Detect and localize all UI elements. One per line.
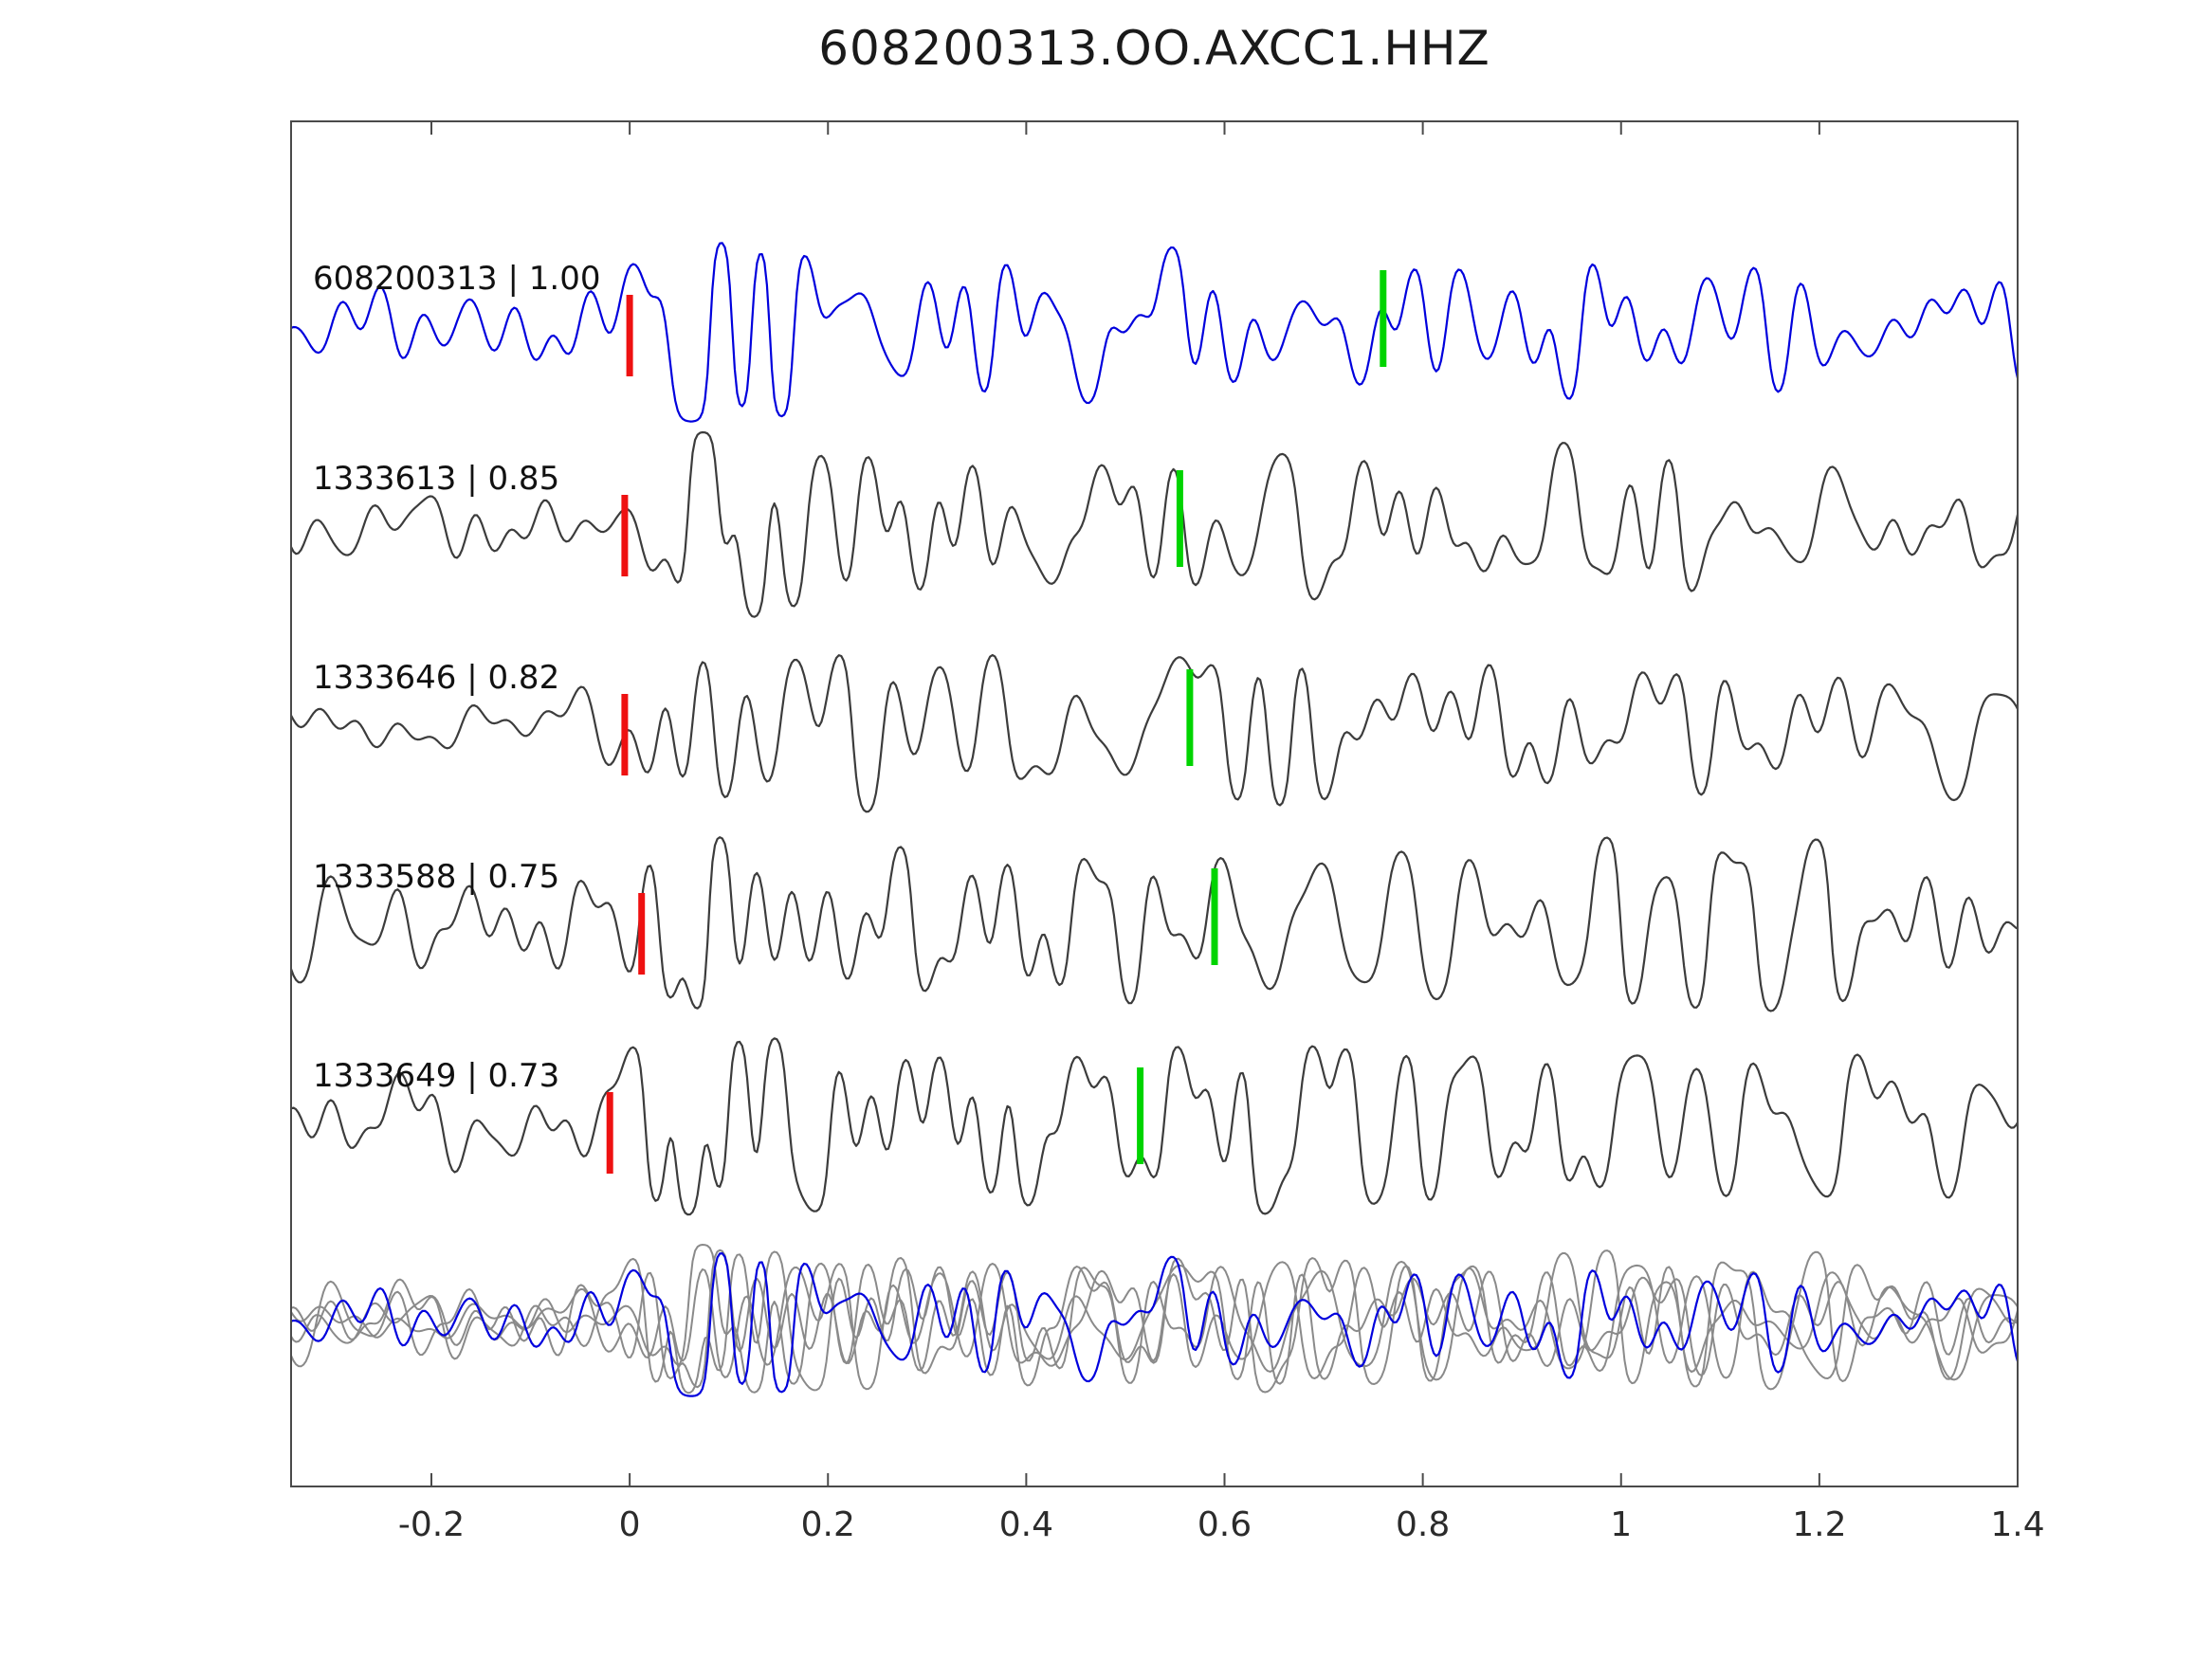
trace-label: 1333649 | 0.73: [313, 1057, 559, 1095]
green-pick-marker: [1137, 1067, 1144, 1164]
plot-border: [290, 120, 2019, 1487]
green-pick-marker: [1380, 270, 1387, 367]
overlay-reference-trace: [291, 1252, 2018, 1397]
waveform-trace: [291, 1037, 2018, 1216]
x-axis-tick-label: 0.6: [1197, 1505, 1252, 1544]
overlay-trace: [291, 1263, 2018, 1391]
overlay-trace: [291, 1250, 2018, 1395]
x-axis-tick-label: 0.4: [999, 1505, 1053, 1544]
waveform-trace: [291, 430, 2018, 618]
chart-title: 608200313.OO.AXCC1.HHZ: [818, 21, 1490, 76]
x-axis-tick-label: 0.2: [801, 1505, 855, 1544]
red-pick-marker: [638, 893, 646, 975]
green-pick-marker: [1186, 669, 1194, 766]
red-pick-marker: [621, 694, 629, 775]
x-axis-tick-label: 0.8: [1396, 1505, 1450, 1544]
x-axis-tick-label: -0.2: [398, 1505, 465, 1544]
waveform-trace: [291, 653, 2018, 813]
green-pick-marker: [1176, 470, 1183, 567]
green-pick-marker: [1211, 868, 1218, 965]
trace-label: 608200313 | 1.00: [313, 260, 600, 298]
red-pick-marker: [606, 1092, 613, 1174]
trace-label: 1333613 | 0.85: [313, 460, 559, 498]
waveform-trace: [291, 242, 2018, 423]
x-axis-tick-label: 1.4: [1990, 1505, 2044, 1544]
red-pick-marker: [621, 495, 629, 576]
x-axis-tick-label: 0: [619, 1505, 641, 1544]
x-axis-tick-label: 1: [1610, 1505, 1632, 1544]
waveform-trace: [291, 836, 2018, 1012]
trace-label: 1333588 | 0.75: [313, 858, 559, 896]
overlay-trace: [291, 1249, 2018, 1391]
trace-label: 1333646 | 0.82: [313, 659, 559, 697]
x-axis-tick-label: 1.2: [1792, 1505, 1846, 1544]
red-pick-marker: [626, 295, 633, 376]
